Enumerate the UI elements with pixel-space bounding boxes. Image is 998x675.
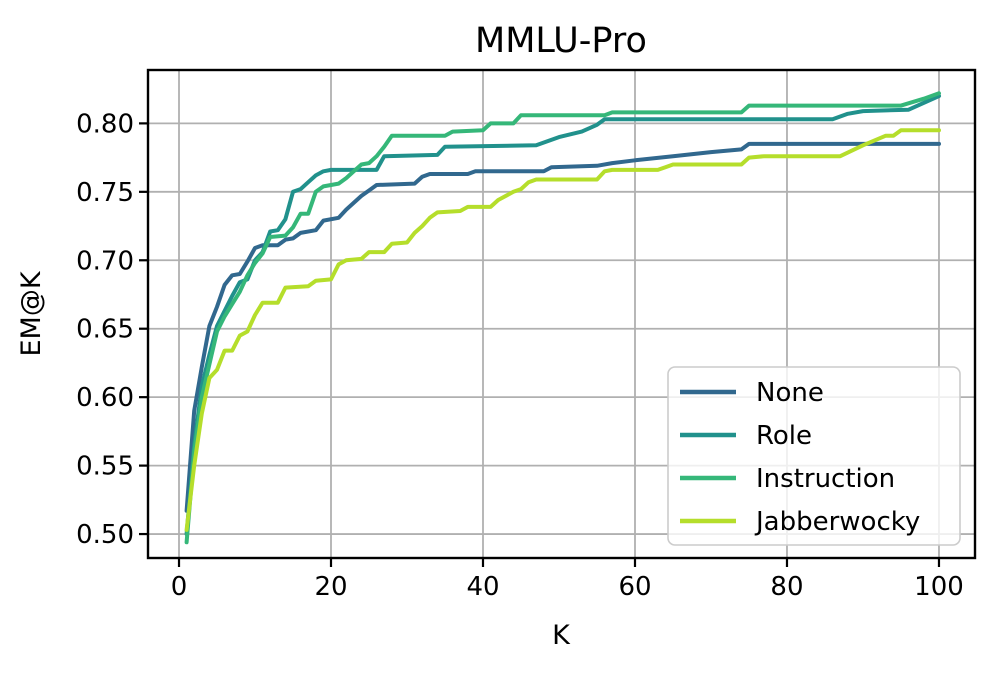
tick-label-y-0.70: 0.70: [76, 246, 134, 276]
tick-label-x-80: 80: [770, 572, 803, 602]
legend-label-none: None: [756, 378, 824, 408]
x-axis-label: K: [552, 620, 571, 651]
series-line-jabberwocky: [184, 128, 941, 532]
tick-marks: [139, 122, 941, 567]
legend-label-jabberwocky: Jabberwocky: [754, 507, 920, 537]
tick-label-x-60: 60: [618, 572, 651, 602]
legend-item-role: Role: [680, 421, 812, 451]
legend-item-jabberwocky: Jabberwocky: [680, 507, 920, 537]
legend-item-instruction: Instruction: [680, 464, 895, 494]
legend-label-role: Role: [756, 421, 812, 451]
legend-label-instruction: Instruction: [756, 464, 895, 494]
tick-labels: 0 20 40 60 80 100 0.50 0.55 0.60 0.65 0.70 0.75 0.80: [76, 109, 964, 602]
plot-frame: [146, 68, 977, 560]
y-axis-label: EM@K: [16, 270, 47, 356]
tick-label-y-0.55: 0.55: [76, 452, 134, 482]
tick-label-y-0.60: 0.60: [76, 383, 134, 413]
gridlines: [148, 70, 975, 558]
series-line-instruction: [184, 91, 941, 545]
series-lines: [184, 91, 941, 545]
chart-title: MMLU-Pro: [475, 21, 647, 61]
tick-label-y-0.65: 0.65: [76, 315, 134, 345]
series-line-role: [184, 94, 941, 536]
legend-item-none: None: [680, 378, 824, 408]
tick-label-y-0.50: 0.50: [76, 520, 134, 550]
legend: None Role Instruction Jabberwocky: [667, 366, 961, 546]
series-line-none: [184, 141, 941, 513]
tick-label-x-20: 20: [314, 572, 347, 602]
tick-label-y-0.75: 0.75: [76, 178, 134, 208]
tick-label-x-0: 0: [171, 572, 188, 602]
tick-label-x-100: 100: [914, 572, 964, 602]
legend-box: [667, 366, 961, 546]
tick-label-y-0.80: 0.80: [76, 109, 134, 139]
tick-label-x-40: 40: [466, 572, 499, 602]
